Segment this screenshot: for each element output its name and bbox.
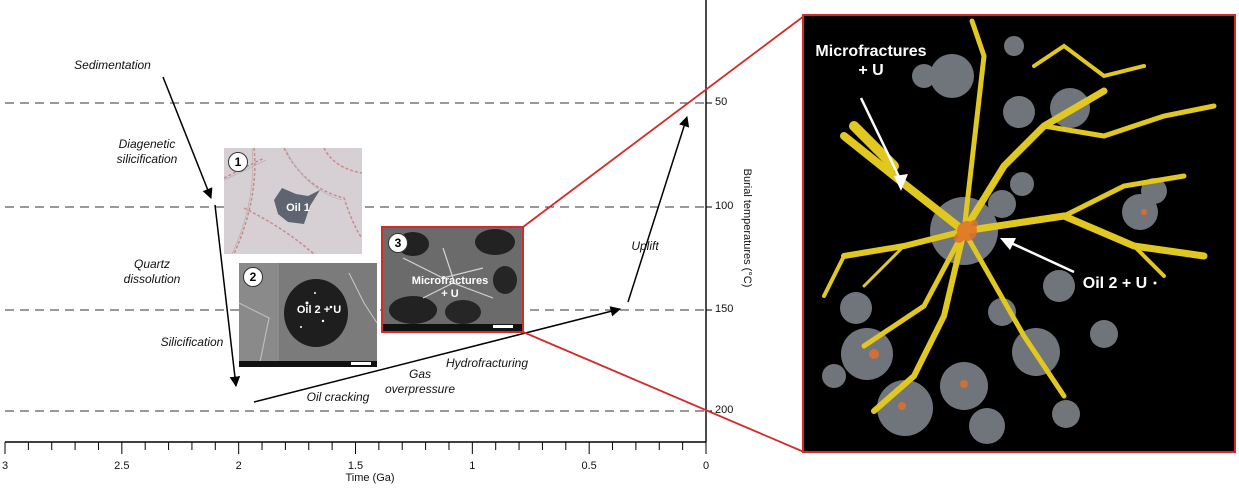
inset3-number: 3 [388,233,408,253]
label-silicification: Silicification [160,335,224,349]
label-oil-cracking: Oil cracking [306,390,370,404]
x-tick-label: 2 [235,460,242,472]
inset-photo-oil2: 2 Oil 2 + U [239,263,377,367]
arrow-burial-1 [162,76,213,199]
zoom-connector-bottom [522,331,805,453]
y-tick-label: 50 [715,96,728,108]
label-gas-overpressure: Gas overpressure [384,367,456,396]
arrow-uplift [627,115,690,303]
inset1-label: Oil 1 [286,202,310,214]
x-tick-label: 2.5 [114,460,130,472]
inset-photo-oil1: 1 Oil 1 [224,148,362,254]
label-uplift: Uplift [631,239,659,253]
inset-photo-microfractures: 3 Microfractures + U [381,226,524,333]
x-tick-label: 0.5 [581,460,597,472]
inset2-label: Oil 2 + U [296,304,342,316]
label-diagenetic-silicification: Diagenetic silicification [116,137,178,166]
tomography-render: Microfractures + U Oil 2 + U [802,14,1236,453]
label-sedimentation: Sedimentation [74,58,151,72]
tomography-image [804,16,1234,451]
tomography-label-microfractures: Microfractures + U [815,43,927,79]
y-tick-label: 100 [715,200,734,212]
inset2-number: 2 [243,267,263,287]
x-tick-label: 0 [702,460,710,472]
arrow-burial-2 [214,204,241,388]
y-tick-label: 200 [715,404,734,416]
inset1-number: 1 [228,152,248,172]
x-tick-label: 1.5 [347,460,364,472]
y-axis-label: Burial temperatures (°C) [741,168,753,288]
x-tick-label: 3 [1,460,9,472]
x-axis-ticks [4,442,707,454]
x-axis-label: Time (Ga) [345,472,395,484]
zoom-connector-top [522,15,805,228]
y-tick-label: 150 [715,303,734,315]
label-quartz-dissolution: Quartz dissolution [123,257,181,286]
y-axis-ticks [706,102,712,412]
inset3-label: Microfractures + U [411,275,489,300]
sem-image-oil2 [239,263,377,367]
arrow-heating [253,306,622,403]
label-hydrofracturing: Hydrofracturing [445,356,529,370]
tomography-label-oil: Oil 2 + U [1082,275,1148,292]
x-tick-label: 1 [469,460,476,472]
